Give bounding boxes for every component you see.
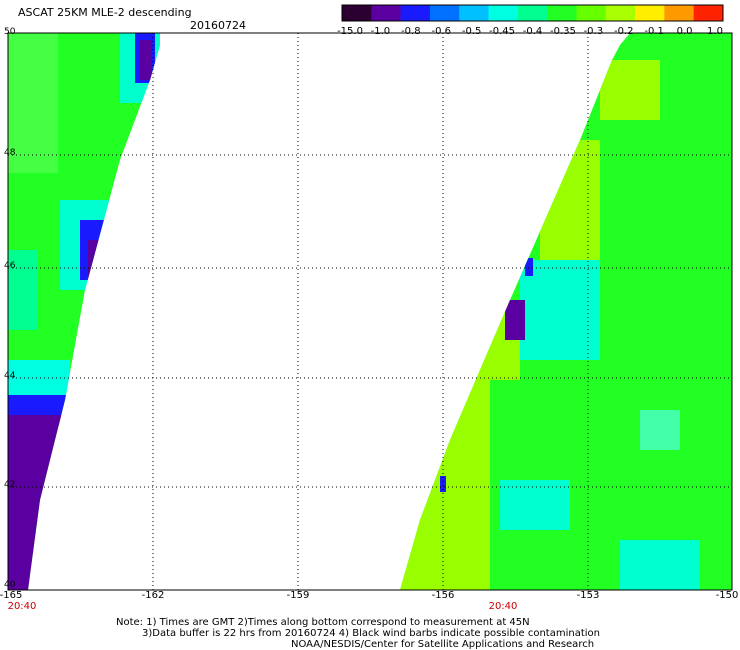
colorbar-tick-label: -1.0 <box>370 26 391 37</box>
footer-note-2: 3)Data buffer is 22 hrs from 20160724 4)… <box>142 628 600 639</box>
colorbar-frame <box>341 4 724 22</box>
colorbar-swatch <box>605 5 636 21</box>
lat-label-44: 44 <box>4 371 16 381</box>
colorbar-tick-label: 1.0 <box>707 26 723 37</box>
colorbar-swatch <box>400 5 431 21</box>
colorbar-swatch <box>429 5 460 21</box>
colorbar <box>341 4 724 22</box>
lat-label-48: 48 <box>4 148 16 158</box>
colorbar-tick-label: 0.0 <box>676 26 693 37</box>
time-label-left: 20:40 <box>7 601 37 612</box>
plot-frame <box>7 32 733 591</box>
date-label: 20160724 <box>190 19 246 32</box>
footer-note-3: NOAA/NESDIS/Center for Satellite Applica… <box>291 639 595 650</box>
colorbar-swatch <box>517 5 548 21</box>
lon-label-156: -156 <box>431 590 455 601</box>
colorbar-swatch <box>576 5 607 21</box>
lon-label-153: -153 <box>576 590 600 601</box>
lon-label-162: -162 <box>141 590 165 601</box>
colorbar-swatch <box>693 5 724 21</box>
lat-label-40: 40 <box>4 580 16 590</box>
colorbar-tick-label: -0.4 <box>522 26 543 37</box>
lon-label-150: -150 <box>715 590 739 601</box>
lat-label-50: 50 <box>4 27 16 37</box>
colorbar-swatch <box>547 5 577 21</box>
lat-label-46: 46 <box>4 261 16 271</box>
colorbar-swatch <box>342 5 372 21</box>
colorbar-tick-label: -0.5 <box>461 26 482 37</box>
time-label-right: 20:40 <box>488 601 518 612</box>
colorbar-tick-label: -0.45 <box>489 26 516 37</box>
lon-label-165: -165 <box>0 590 23 601</box>
left-swath <box>8 33 160 590</box>
colorbar-swatch <box>664 5 695 21</box>
colorbar-tick-label: -0.3 <box>583 26 604 37</box>
colorbar-swatch <box>635 5 665 21</box>
colorbar-tick-label: -0.2 <box>613 26 634 37</box>
colorbar-tick-label: -0.6 <box>431 26 452 37</box>
colorbar-tick-label: -0.8 <box>401 26 421 37</box>
grid <box>8 33 732 590</box>
chart-title: ASCAT 25KM MLE-2 descending <box>18 6 192 19</box>
colorbar-swatch <box>488 5 519 21</box>
right-swath <box>400 33 732 590</box>
footer-note-1: Note: 1) Times are GMT 2)Times along bot… <box>116 617 530 628</box>
lon-label-159: -159 <box>286 590 310 601</box>
colorbar-tick-label: -0.1 <box>644 26 664 37</box>
colorbar-tick-label: -15.0 <box>337 26 363 37</box>
colorbar-tick-label: -0.35 <box>549 26 576 37</box>
lat-label-42: 42 <box>4 480 16 490</box>
colorbar-swatch <box>459 5 490 21</box>
colorbar-swatch <box>371 5 402 21</box>
